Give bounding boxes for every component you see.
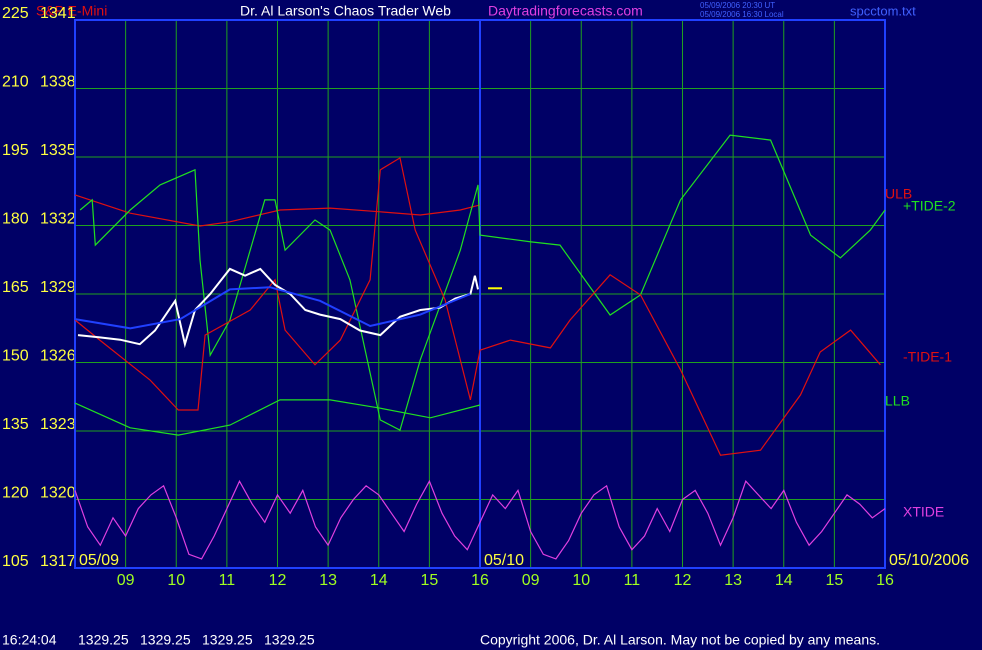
y-tick-label: 120: [2, 485, 29, 502]
x-tick-label: 13: [724, 572, 742, 589]
y2-tick-label: 1341: [40, 5, 76, 22]
x-tick-label: 15: [420, 572, 438, 589]
x-tick-label: 10: [167, 572, 185, 589]
y2-tick-label: 1317: [40, 553, 76, 570]
x-tick-label: 09: [522, 572, 540, 589]
y-tick-label: 210: [2, 74, 29, 91]
series-line: [74, 479, 886, 560]
series-label: +TIDE-2: [903, 198, 956, 214]
x-tick-label: 11: [219, 572, 236, 589]
y2-tick-label: 1332: [40, 211, 76, 228]
file-name: spcctom.txt: [850, 3, 916, 18]
series-line: [79, 134, 886, 431]
site: Daytradingforecasts.com: [488, 3, 643, 19]
date-label: 05/10: [484, 552, 524, 569]
x-tick-label: 16: [471, 572, 489, 589]
y-tick-label: 225: [2, 5, 29, 22]
series-label: XTIDE: [903, 504, 944, 520]
series-label: LLB: [885, 393, 910, 409]
y2-tick-label: 1320: [40, 485, 76, 502]
series-line: [74, 399, 481, 436]
x-tick-label: 13: [319, 572, 337, 589]
y2-tick-label: 1335: [40, 142, 76, 159]
y2-tick-label: 1326: [40, 348, 76, 365]
series-line: [74, 194, 481, 227]
time-stamp: 05/09/2006 16:30 Local: [700, 10, 784, 19]
x-tick-label: 12: [269, 572, 287, 589]
date-label: 05/10/2006: [889, 552, 969, 569]
x-tick-label: 12: [674, 572, 692, 589]
plot-frame: [74, 19, 886, 569]
y2-tick-label: 1323: [40, 416, 76, 433]
status-time: 16:24:04: [2, 632, 57, 648]
x-tick-label: 14: [370, 572, 388, 589]
x-tick-label: 11: [624, 572, 641, 589]
x-tick-label: 09: [117, 572, 135, 589]
series-label: -TIDE-1: [903, 349, 952, 365]
y-tick-label: 165: [2, 279, 29, 296]
chart-title: S&P E-Mini: [36, 3, 107, 19]
y-tick-label: 195: [2, 142, 29, 159]
y-tick-label: 135: [2, 416, 29, 433]
copyright: Copyright 2006, Dr. Al Larson. May not b…: [480, 632, 880, 648]
x-tick-label: 14: [775, 572, 793, 589]
status-quote: 1329.25: [78, 632, 129, 648]
y2-tick-label: 1329: [40, 279, 76, 296]
x-tick-label: 10: [572, 572, 590, 589]
time-stamp: 05/09/2006 20:30 UT: [700, 1, 775, 10]
status-quote: 1329.25: [140, 632, 191, 648]
x-tick-label: 16: [876, 572, 894, 589]
header: Dr. Al Larson's Chaos Trader Web: [240, 3, 451, 19]
status-quote: 1329.25: [202, 632, 253, 648]
series-line: [74, 156, 881, 456]
y-tick-label: 105: [2, 553, 29, 570]
status-quote: 1329.25: [264, 632, 315, 648]
date-label: 05/09: [79, 552, 119, 569]
y-tick-label: 180: [2, 211, 29, 228]
x-tick-label: 15: [825, 572, 843, 589]
series-label: ULB: [885, 186, 912, 202]
y2-tick-label: 1338: [40, 74, 76, 91]
series-line: [74, 286, 471, 330]
y-tick-label: 150: [2, 348, 29, 365]
